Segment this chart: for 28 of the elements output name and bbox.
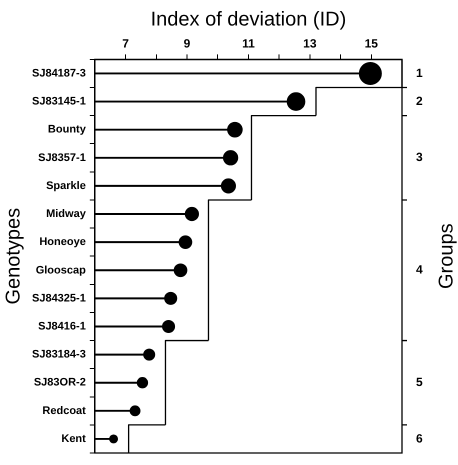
y-tick-label: Bounty [48,124,87,136]
x-tick-label: 15 [364,36,378,51]
y-tick-label: Sparkle [46,180,86,192]
x-tick-label: 9 [184,36,191,51]
y2-axis-title: Groups [436,223,458,289]
y-tick-label: SJ8357-1 [38,152,86,164]
y-tick-label: SJ8416-1 [38,320,86,333]
text: 3 [416,150,423,164]
x-tick-label: 7 [122,36,130,51]
text: 4 [416,262,423,277]
x-tick-label: 11 [242,36,256,51]
text: 1 [416,66,423,80]
x-tick-label: 13 [303,36,317,51]
y-axis-title: Genotypes [2,208,25,305]
y-tick-label: SJ84325-1 [32,292,86,304]
text: 5 [416,375,423,390]
y-tick-label: Kent [61,432,86,445]
text: 2 [416,94,423,108]
y-tick-label: SJ83145-1 [32,96,86,108]
y-tick-label: Redcoat [42,404,86,417]
x-axis-title: Index of deviation (ID) [150,8,346,31]
y-tick-label: Glooscap [36,264,86,276]
y-tick-label: SJ83OR-2 [34,376,86,389]
y-tick-label: SJ83184-3 [32,348,86,361]
y-tick-label: Honeoye [39,236,86,248]
y-tick-label: SJ84187-3 [32,67,86,80]
y-tick-label: Midway [46,208,87,220]
text: 6 [416,431,423,446]
